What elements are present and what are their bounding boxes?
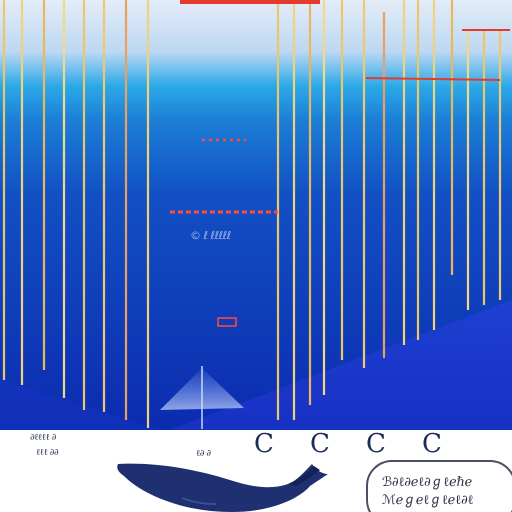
strip-text-left: ∂ℓℓℓℓ ∂ xyxy=(30,433,56,443)
glyph-4: C xyxy=(422,429,442,459)
glyph-2: C xyxy=(310,429,330,459)
vertical-lines xyxy=(2,0,502,428)
strip-text-mid: ℓ∂ ∂ xyxy=(196,449,211,459)
ocean-illustration xyxy=(0,0,512,430)
whale-icon xyxy=(117,463,328,512)
caption-line-2: ℳℯℊℯℓℊℓℯℓ∂ℓ xyxy=(382,493,474,508)
blurred-label: © ℓ ℓℓℓℓℓ xyxy=(190,229,231,242)
caption-line-1: ℬ∂ℓ∂ℯℓ∂ℊℓℯℏℯ xyxy=(382,475,472,490)
strip-text-under: ℓℓℓ ∂∂ xyxy=(36,448,59,458)
glyph-row: ∂ℓℓℓℓ ∂ ℓℓℓ ∂∂ ℓ∂ ∂ C C C C xyxy=(0,430,512,460)
caption-box: ℬ∂ℓ∂ℯℓ∂ℊℓℯℏℯ ℳℯℊℯℓℊℓℯℓ∂ℓ xyxy=(366,460,512,512)
sea-floor-left xyxy=(0,380,160,430)
red-markers xyxy=(170,0,510,327)
glyph-3: C xyxy=(366,429,386,459)
sea-floor xyxy=(170,300,512,430)
glyph-1: C xyxy=(254,429,274,459)
